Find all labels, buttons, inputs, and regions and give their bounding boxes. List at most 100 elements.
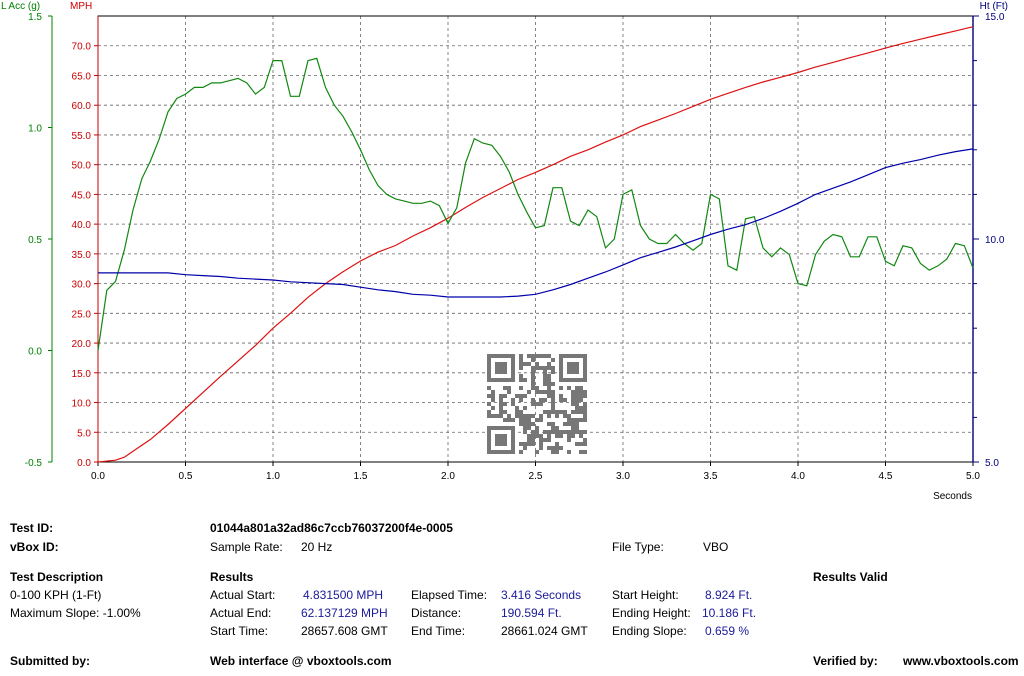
chart-axes: 0.0 0.5 1.0 1.5 2.0 2.5 3.0 3.5 4.0 4.5 5.0 0.0 5.0 1… <box>25 12 1005 482</box>
results-label: Results <box>210 570 254 584</box>
series-line <box>98 148 974 298</box>
qr-module <box>543 366 547 370</box>
end-time-label: End Time: <box>411 624 466 638</box>
qr-module <box>503 386 507 390</box>
qr-module <box>543 430 547 434</box>
qr-module <box>575 402 579 406</box>
qr-module <box>499 394 503 398</box>
x-tick-label: 3.0 <box>616 471 630 482</box>
qr-module <box>543 378 547 382</box>
qr-module <box>583 394 587 398</box>
qr-module <box>567 418 571 422</box>
qr-module <box>539 418 543 422</box>
qr-module <box>519 366 523 370</box>
qr-module <box>543 410 547 414</box>
x-tick-label: 0.5 <box>179 471 193 482</box>
qr-module <box>543 354 547 358</box>
distance-label: Distance: <box>411 606 462 620</box>
qr-module <box>579 390 583 394</box>
mph-tick-label: 5.0 <box>77 428 91 439</box>
qr-module <box>559 446 563 450</box>
qr-module <box>519 354 523 358</box>
qr-module <box>487 410 491 414</box>
mph-tick-label: 30.0 <box>72 280 92 291</box>
qr-module <box>499 410 503 414</box>
mph-tick-label: 45.0 <box>72 190 92 201</box>
qr-module <box>507 418 511 422</box>
qr-module <box>567 422 571 426</box>
ending-slope-label: Ending Slope: <box>612 624 687 638</box>
qr-module <box>579 418 583 422</box>
qr-module <box>559 386 563 390</box>
qr-module <box>543 438 547 442</box>
qr-module <box>547 414 551 418</box>
qr-module <box>567 438 571 442</box>
qr-module <box>539 354 543 358</box>
qr-module <box>491 390 495 394</box>
qr-module <box>539 402 543 406</box>
qr-module <box>531 378 535 382</box>
qr-module <box>579 386 583 390</box>
lacc-tick-label: -0.5 <box>25 458 43 469</box>
x-tick-label: 4.5 <box>879 471 893 482</box>
qr-module <box>531 442 535 446</box>
qr-module <box>563 410 567 414</box>
x-tick-label: 0.0 <box>91 471 105 482</box>
qr-module <box>571 430 575 434</box>
chart-grid <box>98 16 973 462</box>
mph-tick-label: 60.0 <box>72 101 92 112</box>
qr-module <box>531 386 535 390</box>
qr-module <box>583 390 587 394</box>
qr-module <box>499 414 503 418</box>
qr-module <box>579 398 583 402</box>
qr-module <box>539 446 543 450</box>
qr-module <box>507 390 511 394</box>
qr-module <box>535 402 539 406</box>
qr-module <box>555 414 559 418</box>
qr-module <box>539 438 543 442</box>
qr-module <box>543 374 547 378</box>
qr-module <box>527 438 531 442</box>
qr-module <box>527 362 531 366</box>
web-interface-link[interactable]: Web interface @ vboxtools.com <box>210 654 392 668</box>
results-valid: Results Valid <box>813 570 888 584</box>
x-tick-label: 4.0 <box>791 471 805 482</box>
qr-module <box>535 366 539 370</box>
qr-module <box>535 434 539 438</box>
qr-module <box>539 434 543 438</box>
qr-module <box>575 442 579 446</box>
qr-module <box>547 446 551 450</box>
mph-tick-label: 40.0 <box>72 220 92 231</box>
qr-module <box>511 418 515 422</box>
qr-module <box>523 426 527 430</box>
sample-rate-label: Sample Rate: <box>210 540 283 554</box>
qr-module <box>559 430 563 434</box>
qr-module <box>583 418 587 422</box>
distance-value: 190.594 Ft. <box>501 606 562 620</box>
qr-module <box>571 390 575 394</box>
qr-module <box>503 418 507 422</box>
qr-module <box>527 422 531 426</box>
qr-module <box>519 374 523 378</box>
qr-module <box>583 442 587 446</box>
qr-module <box>579 434 583 438</box>
qr-module <box>531 434 535 438</box>
series-line <box>97 26 974 463</box>
qr-module <box>523 430 527 434</box>
x-tick-label: 2.5 <box>529 471 543 482</box>
qr-module <box>539 414 543 418</box>
website-link[interactable]: www.vboxtools.com <box>903 654 1019 668</box>
qr-module <box>575 410 579 414</box>
qr-module <box>523 378 527 382</box>
qr-module <box>555 446 559 450</box>
qr-module <box>547 430 551 434</box>
qr-module <box>515 414 519 418</box>
qr-module <box>559 398 563 402</box>
qr-module <box>579 442 583 446</box>
verified-by-label: Verified by: <box>813 654 878 668</box>
qr-module <box>531 430 535 434</box>
qr-module <box>527 390 531 394</box>
qr-module <box>579 430 583 434</box>
qr-module <box>571 394 575 398</box>
qr-module <box>491 398 495 402</box>
